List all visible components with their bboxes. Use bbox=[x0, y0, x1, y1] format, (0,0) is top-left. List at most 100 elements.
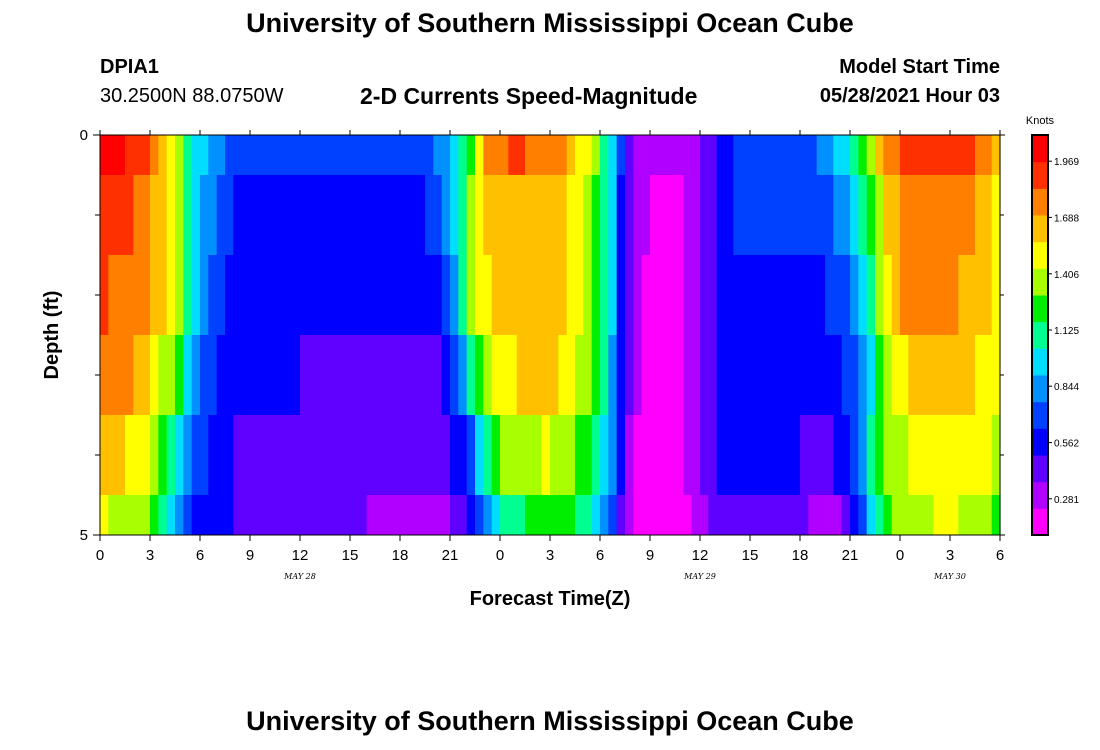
heatmap-cell bbox=[375, 135, 384, 175]
heatmap-cell bbox=[950, 175, 959, 255]
heatmap-cell bbox=[475, 335, 484, 415]
heatmap-cell bbox=[950, 135, 959, 175]
heatmap-cell bbox=[758, 495, 768, 535]
heatmap-cell bbox=[341, 335, 351, 415]
heatmap-cell bbox=[866, 255, 876, 335]
heatmap-cell bbox=[316, 495, 326, 535]
heatmap-cell bbox=[733, 495, 743, 535]
heatmap-cell bbox=[475, 415, 484, 495]
heatmap-cell bbox=[425, 175, 434, 255]
heatmap-cell bbox=[925, 415, 934, 495]
heatmap-cell bbox=[566, 335, 576, 415]
heatmap-cell bbox=[891, 255, 901, 335]
heatmap-cell bbox=[675, 175, 684, 255]
heatmap-cell bbox=[925, 335, 934, 415]
heatmap-cell bbox=[941, 175, 951, 255]
heatmap-cell bbox=[750, 135, 759, 175]
heatmap-cell bbox=[941, 335, 951, 415]
heatmap-cell bbox=[716, 415, 726, 495]
heatmap-cell bbox=[908, 135, 918, 175]
heatmap-cell bbox=[575, 335, 584, 415]
heatmap-cell bbox=[366, 175, 376, 255]
heatmap-cell bbox=[600, 255, 609, 335]
heatmap-cell bbox=[116, 495, 126, 535]
heatmap-cell bbox=[675, 255, 684, 335]
heatmap-cell bbox=[975, 415, 984, 495]
heatmap-cell bbox=[616, 255, 626, 335]
heatmap-cell bbox=[733, 255, 743, 335]
heatmap-cell bbox=[975, 335, 984, 415]
heatmap-cell bbox=[608, 135, 618, 175]
heatmap-cell bbox=[125, 175, 134, 255]
heatmap-cell bbox=[166, 135, 176, 175]
heatmap-cell bbox=[425, 255, 434, 335]
heatmap-cell bbox=[966, 175, 976, 255]
heatmap-cell bbox=[766, 135, 776, 175]
heatmap-cell bbox=[816, 335, 826, 415]
heatmap-cell bbox=[891, 335, 901, 415]
heatmap-cell bbox=[366, 415, 376, 495]
heatmap-cell bbox=[866, 415, 876, 495]
heatmap-cell bbox=[333, 495, 343, 535]
heatmap-cell bbox=[508, 495, 518, 535]
x-tick-label: 18 bbox=[792, 547, 809, 564]
heatmap-cell bbox=[900, 335, 909, 415]
heatmap-cell bbox=[208, 135, 218, 175]
heatmap-cell bbox=[816, 495, 826, 535]
heatmap-cell bbox=[691, 135, 701, 175]
heatmap-cell bbox=[316, 135, 326, 175]
heatmap-cell bbox=[983, 415, 993, 495]
heatmap-cell bbox=[150, 255, 159, 335]
heatmap-cell bbox=[516, 335, 526, 415]
heatmap-cell bbox=[158, 415, 168, 495]
heatmap-cell bbox=[208, 415, 218, 495]
heatmap-cell bbox=[233, 335, 243, 415]
heatmap-cell bbox=[450, 335, 459, 415]
heatmap-cell bbox=[250, 415, 259, 495]
heatmap-cell bbox=[866, 335, 876, 415]
heatmap-cell bbox=[516, 255, 526, 335]
heatmap-cell bbox=[891, 135, 901, 175]
heatmap-cell bbox=[200, 175, 209, 255]
heatmap-cell bbox=[791, 135, 801, 175]
heatmap-cell bbox=[716, 495, 726, 535]
colorbar-tick-label: 1.125 bbox=[1054, 326, 1079, 337]
heatmap-cell bbox=[508, 175, 518, 255]
heatmap-cell bbox=[225, 415, 234, 495]
heatmap-cell bbox=[583, 175, 593, 255]
heatmap-cell bbox=[700, 135, 709, 175]
heatmap-cell bbox=[816, 175, 826, 255]
heatmap-cell bbox=[691, 175, 701, 255]
heatmap-cell bbox=[716, 335, 726, 415]
heatmap-cell bbox=[783, 415, 793, 495]
colorbar-segment bbox=[1032, 348, 1048, 376]
heatmap-cell bbox=[866, 175, 876, 255]
heatmap-cell bbox=[741, 495, 751, 535]
heatmap-cell bbox=[850, 255, 859, 335]
heatmap-cell bbox=[641, 135, 651, 175]
colorbar-segment bbox=[1032, 188, 1048, 216]
heatmap-cell bbox=[250, 335, 259, 415]
heatmap-cell bbox=[975, 255, 984, 335]
heatmap-cell bbox=[358, 335, 368, 415]
heatmap-cell bbox=[900, 415, 909, 495]
heatmap-cell bbox=[508, 135, 518, 175]
heatmap-cell bbox=[958, 495, 968, 535]
heatmap-cell bbox=[883, 415, 893, 495]
colorbar-tick-label: 0.844 bbox=[1054, 382, 1079, 393]
heatmap-cell bbox=[708, 175, 718, 255]
y-tick-label: 0 bbox=[80, 127, 88, 144]
heatmap-cell bbox=[150, 335, 159, 415]
heatmap-cell bbox=[841, 175, 851, 255]
heatmap-cell bbox=[550, 135, 559, 175]
heatmap-cell bbox=[475, 255, 484, 335]
heatmap-cell bbox=[200, 335, 209, 415]
colorbar-tick-label: 1.406 bbox=[1054, 270, 1079, 281]
colorbar-tick-label: 0.562 bbox=[1054, 439, 1079, 450]
heatmap-cell bbox=[183, 335, 193, 415]
heatmap-cell bbox=[700, 255, 709, 335]
heatmap-cell bbox=[600, 415, 609, 495]
x-tick-label: 6 bbox=[996, 547, 1004, 564]
heatmap-cell bbox=[108, 255, 118, 335]
heatmap-cell bbox=[375, 495, 384, 535]
